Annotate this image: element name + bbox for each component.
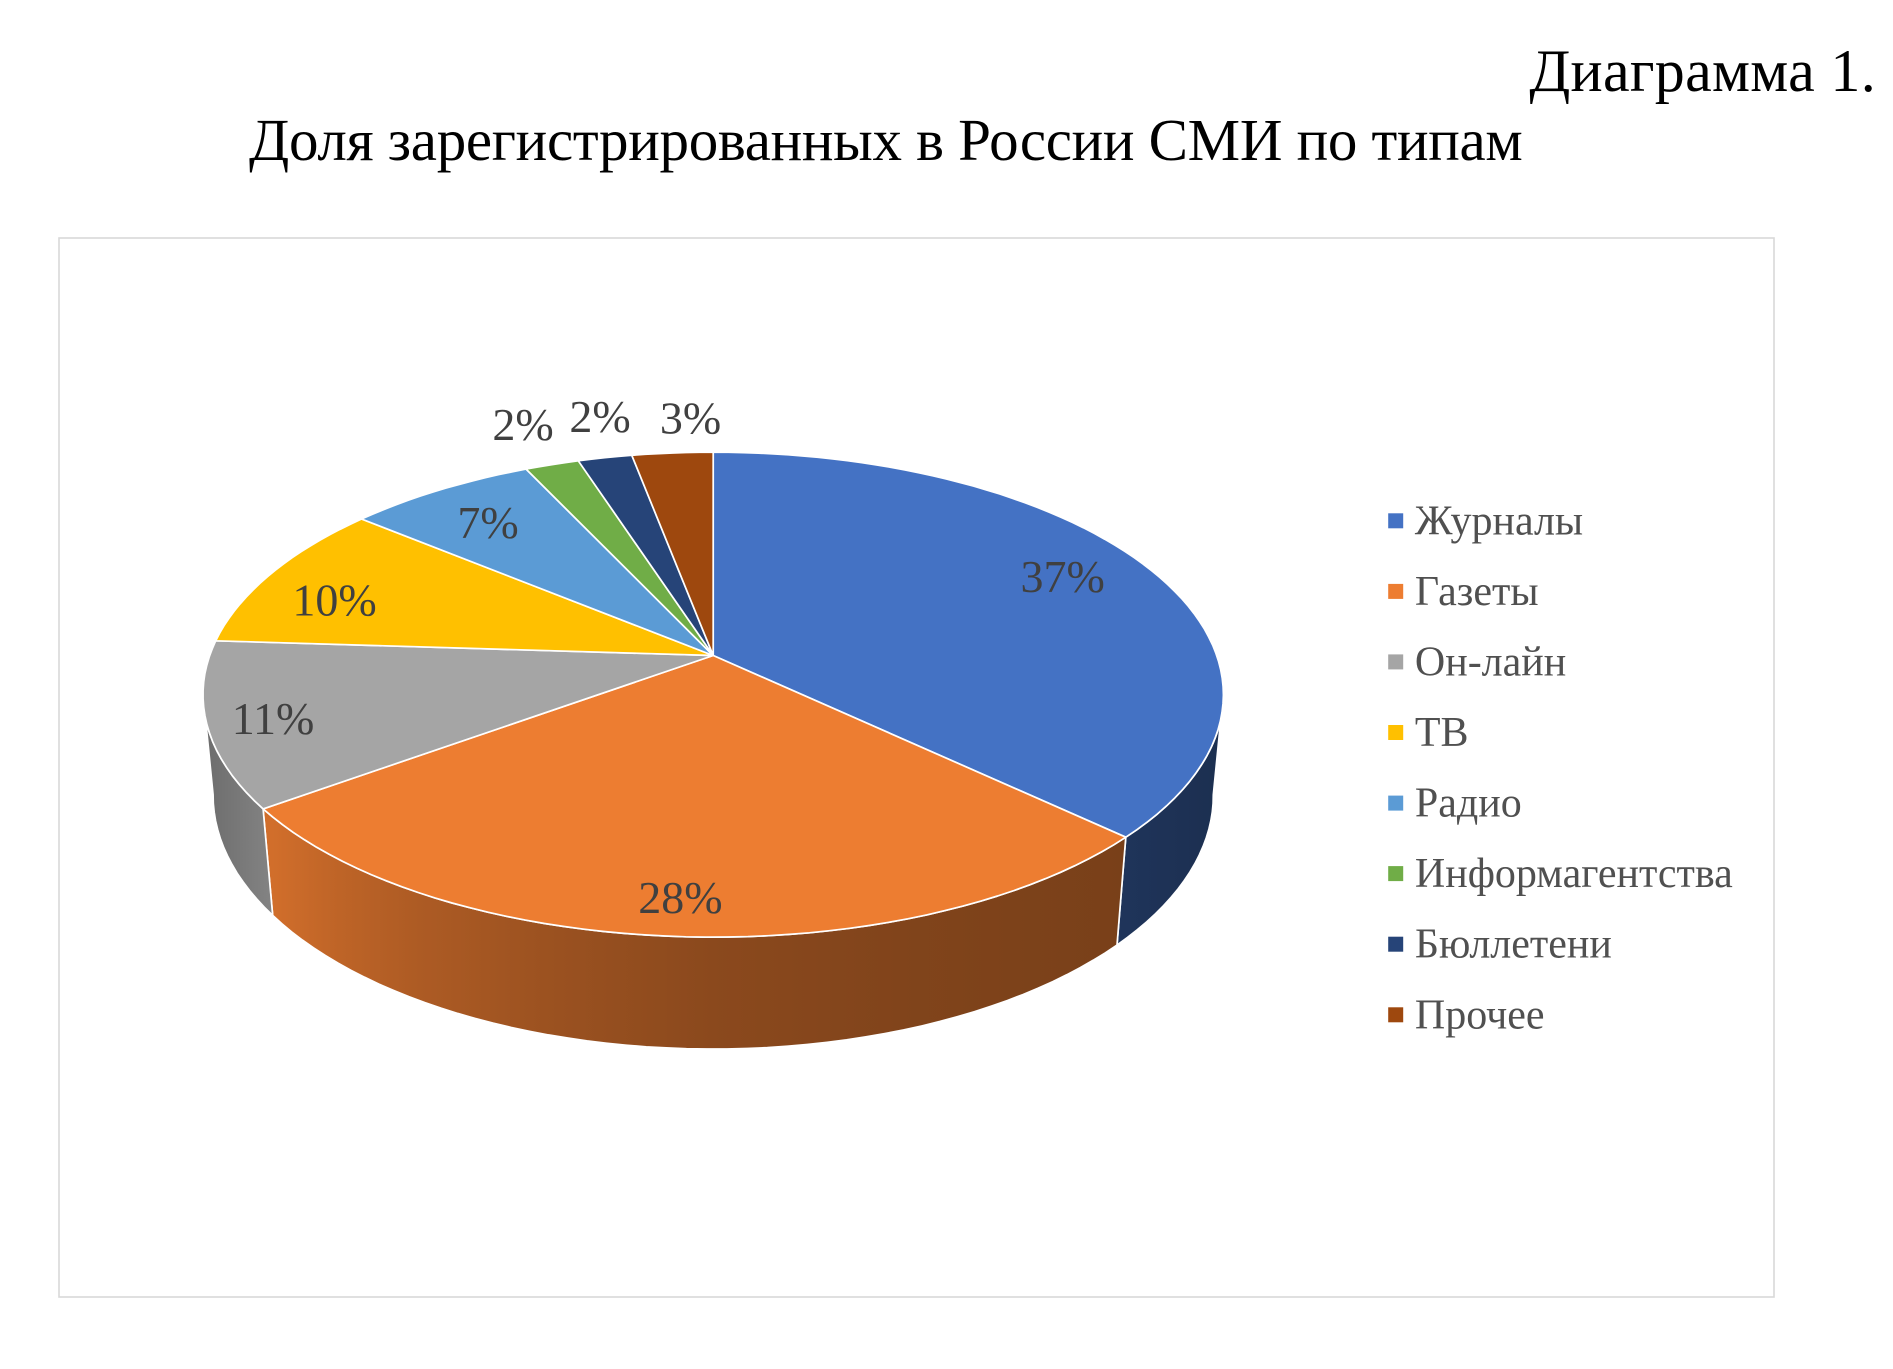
svg-text:2%: 2% bbox=[492, 399, 553, 450]
svg-text:37%: 37% bbox=[1021, 551, 1105, 602]
svg-text:10%: 10% bbox=[292, 575, 376, 626]
svg-text:Информагентства: Информагентства bbox=[1415, 851, 1733, 897]
svg-text:2%: 2% bbox=[569, 391, 630, 442]
svg-text:28%: 28% bbox=[638, 872, 722, 923]
svg-text:Радио: Радио bbox=[1415, 781, 1522, 827]
svg-text:Прочее: Прочее bbox=[1415, 992, 1545, 1038]
svg-text:7%: 7% bbox=[457, 497, 518, 548]
svg-text:Он-лайн: Он-лайн bbox=[1415, 639, 1566, 685]
svg-text:Бюллетени: Бюллетени bbox=[1415, 922, 1612, 968]
svg-text:Журналы: Журналы bbox=[1415, 498, 1583, 544]
svg-text:11%: 11% bbox=[232, 693, 315, 744]
svg-text:Газеты: Газеты bbox=[1415, 569, 1539, 615]
svg-text:ТВ: ТВ bbox=[1415, 710, 1469, 756]
svg-text:3%: 3% bbox=[660, 393, 721, 444]
svg-text:Диаграмма 1.: Диаграмма 1. bbox=[1529, 38, 1876, 104]
svg-text:Доля зарегистрированных в Росс: Доля зарегистрированных в России СМИ по … bbox=[249, 107, 1522, 173]
